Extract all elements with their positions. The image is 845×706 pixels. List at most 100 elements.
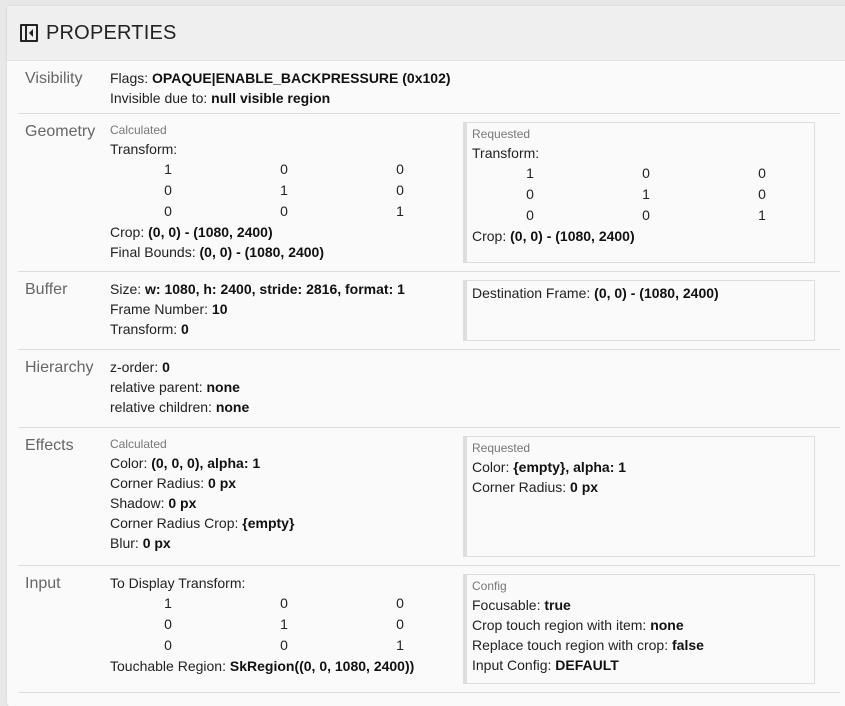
subsection-title: Requested (472, 441, 531, 455)
properties-header: PROPERTIES (7, 6, 845, 61)
section-left: Size: w: 1080, h: 2400, stride: 2816, fo… (110, 272, 463, 349)
property-line: Size: w: 1080, h: 2400, stride: 2816, fo… (110, 279, 463, 299)
property-line: Invisible due to: null visible region (110, 88, 463, 108)
matrix-cell: 0 (642, 207, 650, 223)
matrix-cell: 1 (280, 182, 288, 198)
matrix-cell: 1 (396, 637, 404, 653)
property-value: 0 px (570, 479, 599, 495)
property-line: Crop: (0, 0) - (1080, 2400) (110, 222, 463, 242)
property-value: {empty}, alpha: 1 (513, 459, 627, 475)
property-value: (0, 0, 0), alpha: 1 (151, 455, 261, 471)
matrix-cell: 0 (280, 595, 288, 611)
section-right-box: Requested Transform: 1 0 0 0 1 0 0 0 1 Crop: (0, 0)… (463, 122, 815, 263)
property-line: Transform: (110, 139, 463, 159)
transform-matrix: 1 0 0 0 1 0 0 0 1 (110, 159, 458, 222)
property-value: 0 px (208, 475, 237, 491)
section-label: Buffer (25, 281, 68, 298)
property-line: Corner Radius Crop: {empty} (110, 513, 463, 533)
section-label: Geometry (25, 123, 96, 140)
matrix-cell: 0 (396, 182, 404, 198)
property-line: Replace touch region with crop: false (472, 635, 814, 655)
matrix-cell: 0 (396, 161, 404, 177)
matrix-cell: 1 (164, 595, 172, 611)
property-key: Color: (110, 455, 152, 471)
property-line: Crop touch region with item: none (472, 615, 814, 635)
matrix-cell: 0 (642, 165, 650, 181)
property-key: Destination Frame: (472, 285, 595, 301)
property-line: Corner Radius: 0 px (110, 473, 463, 493)
subsection-title: Calculated (110, 437, 167, 451)
matrix-cell: 0 (758, 165, 766, 181)
property-line: Focusable: true (472, 595, 814, 615)
property-value: none (215, 399, 250, 415)
transform-matrix: 1 0 0 0 1 0 0 0 1 (472, 163, 820, 226)
section-label: Effects (25, 437, 74, 454)
property-line: relative parent: none (110, 377, 463, 397)
section-right-box: Requested Color: {empty}, alpha: 1 Corner … (463, 436, 815, 557)
property-value: 0 px (142, 535, 171, 551)
property-value: none (650, 617, 684, 633)
property-key: Color: (472, 459, 514, 475)
property-line: Flags: OPAQUE|ENABLE_BACKPRESSURE (0x102… (110, 68, 463, 88)
property-key: Transform: (110, 141, 178, 157)
section-label: Hierarchy (25, 359, 94, 376)
matrix-cell: 1 (396, 203, 404, 219)
property-key: Crop touch region with item: (472, 617, 651, 633)
property-key: Corner Radius: (110, 475, 209, 491)
section-input: Input To Display Transform: 1 0 0 0 1 0 0 0 1 Touch… (18, 566, 840, 693)
section-buffer: Buffer Size: w: 1080, h: 2400, stride: 28… (18, 272, 840, 350)
property-line: relative children: none (110, 397, 463, 417)
panel-title: PROPERTIES (46, 21, 177, 44)
matrix-cell: 0 (280, 203, 288, 219)
property-value: false (672, 637, 704, 653)
property-line: Transform: (472, 143, 814, 163)
matrix-cell: 1 (642, 186, 650, 202)
property-key: relative parent: (110, 379, 207, 395)
property-line: z-order: 0 (110, 357, 463, 377)
property-line: Input Config: DEFAULT (472, 655, 814, 675)
matrix-cell: 1 (758, 207, 766, 223)
section-geometry: Geometry Calculated Transform: 1 0 0 0 1 0 0 0 1 Cro… (18, 114, 840, 272)
property-value: null visible region (211, 90, 331, 106)
property-value: true (544, 597, 571, 613)
property-key: Input Config: (472, 657, 556, 673)
property-key: relative children: (110, 399, 216, 415)
section-left: Calculated Transform: 1 0 0 0 1 0 0 0 1 Crop: (0, 0… (110, 114, 463, 271)
section-right-box: Config Focusable: true Crop touch region w… (463, 574, 815, 684)
matrix-cell: 1 (280, 616, 288, 632)
matrix-cell: 0 (164, 637, 172, 653)
matrix-cell: 0 (526, 186, 534, 202)
property-key: Blur: (110, 535, 143, 551)
property-key: To Display Transform: (110, 575, 246, 591)
matrix-cell: 0 (396, 616, 404, 632)
property-key: Touchable Region: (110, 658, 230, 674)
section-effects: Effects Calculated Color: (0, 0, 0), alpha… (18, 428, 840, 566)
property-value: DEFAULT (555, 657, 619, 673)
property-value: w: 1080, h: 2400, stride: 2816, format: … (145, 281, 405, 297)
matrix-cell: 0 (164, 182, 172, 198)
property-key: Crop: (110, 224, 149, 240)
property-line: Shadow: 0 px (110, 493, 463, 513)
property-key: Final Bounds: (110, 244, 200, 260)
property-line: Touchable Region: SkRegion((0, 0, 1080, … (110, 656, 463, 676)
section-label: Input (25, 575, 61, 592)
property-key: Shadow: (110, 495, 169, 511)
property-key: Corner Radius Crop: (110, 515, 243, 531)
property-key: Size: (110, 281, 146, 297)
property-key: Flags: (110, 70, 153, 86)
subsection-title: Calculated (110, 123, 167, 137)
property-key: Transform: (110, 321, 182, 337)
property-line: Transform: 0 (110, 319, 463, 339)
property-line: Crop: (0, 0) - (1080, 2400) (472, 226, 814, 246)
property-value: 0 (181, 321, 189, 337)
property-key: Replace touch region with crop: (472, 637, 672, 653)
property-line: Color: {empty}, alpha: 1 (472, 457, 814, 477)
subsection-title: Requested (472, 127, 531, 141)
matrix-cell: 0 (526, 207, 534, 223)
matrix-cell: 0 (396, 595, 404, 611)
property-value: SkRegion((0, 0, 1080, 2400)) (229, 658, 415, 674)
matrix-cell: 0 (164, 203, 172, 219)
property-value: 10 (211, 301, 228, 317)
section-left: To Display Transform: 1 0 0 0 1 0 0 0 1 Touchable … (110, 566, 463, 692)
collapse-panel-icon[interactable] (20, 24, 38, 42)
